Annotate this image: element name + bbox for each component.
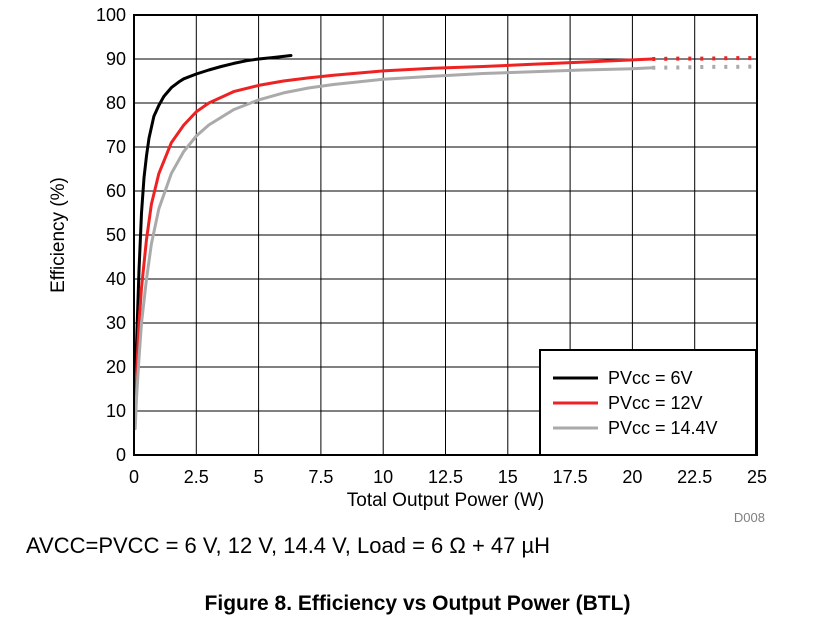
y-tick-label: 40 bbox=[106, 269, 126, 289]
efficiency-chart: 0 2.5 5 7.5 10 12.5 15 17.5 20 22.5 25 0 10 20 30 40 50 6… bbox=[48, 5, 767, 525]
x-tick-label: 25 bbox=[747, 467, 767, 487]
x-tick-label: 20 bbox=[622, 467, 642, 487]
legend-label-1: PVcc = 6V bbox=[608, 368, 693, 388]
tick-labels: 0 2.5 5 7.5 10 12.5 15 17.5 20 22.5 25 0 10 20 30 40 50 6… bbox=[96, 5, 767, 487]
y-tick-label: 60 bbox=[106, 181, 126, 201]
series-line-1 bbox=[133, 54, 293, 413]
y-tick-label: 20 bbox=[106, 357, 126, 377]
y-tick-label: 0 bbox=[116, 445, 126, 465]
series-lines bbox=[133, 54, 758, 431]
y-tick-label: 10 bbox=[106, 401, 126, 421]
series-line-3 bbox=[133, 66, 654, 431]
test-conditions: AVCC=PVCC = 6 V, 12 V, 14.4 V, Load = 6 … bbox=[26, 533, 551, 558]
y-tick-label: 80 bbox=[106, 93, 126, 113]
x-tick-label: 15 bbox=[498, 467, 518, 487]
x-tick-label: 10 bbox=[373, 467, 393, 487]
legend-label-3: PVcc = 14.4V bbox=[608, 418, 718, 438]
y-tick-label: 100 bbox=[96, 5, 126, 25]
x-axis-title: Total Output Power (W) bbox=[347, 490, 544, 511]
plot-frame bbox=[133, 14, 758, 456]
x-tick-label: 7.5 bbox=[308, 467, 333, 487]
y-tick-label: 30 bbox=[106, 313, 126, 333]
x-tick-label: 22.5 bbox=[677, 467, 712, 487]
x-tick-label: 2.5 bbox=[184, 467, 209, 487]
chart-code: D008 bbox=[734, 510, 765, 525]
grid-lines bbox=[134, 15, 757, 455]
legend-label-2: PVcc = 12V bbox=[608, 393, 703, 413]
x-tick-label: 17.5 bbox=[553, 467, 588, 487]
x-tick-label: 12.5 bbox=[428, 467, 463, 487]
series-line-2 bbox=[133, 57, 654, 422]
y-tick-label: 70 bbox=[106, 137, 126, 157]
x-tick-label: 0 bbox=[129, 467, 139, 487]
x-tick-label: 5 bbox=[254, 467, 264, 487]
y-axis-title: Efficiency (%) bbox=[48, 177, 69, 293]
series-extension-3 bbox=[652, 64, 758, 70]
y-tick-label: 90 bbox=[106, 49, 126, 69]
figure-caption: Figure 8. Efficiency vs Output Power (BT… bbox=[204, 592, 631, 615]
legend: PVcc = 6V PVcc = 12V PVcc = 14.4V bbox=[539, 349, 757, 456]
y-tick-label: 50 bbox=[106, 225, 126, 245]
